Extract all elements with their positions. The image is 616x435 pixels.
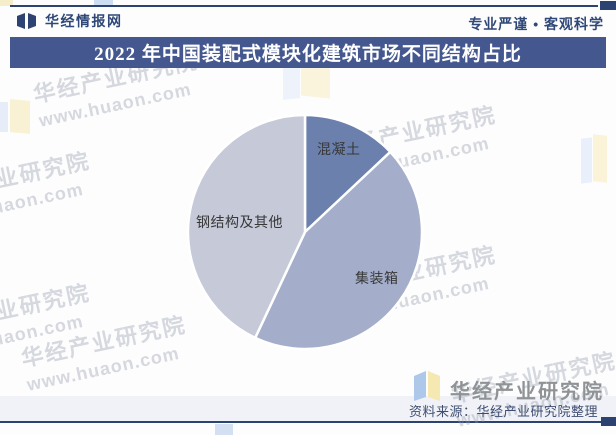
watermark-logo-page <box>593 134 607 183</box>
book-icon <box>17 13 36 29</box>
watermark-logo-page <box>283 66 300 100</box>
footer-band <box>0 396 616 421</box>
pie-slice-1 <box>253 150 424 351</box>
page-title: 2022 年中国装配式模块化建筑市场不同结构占比 <box>94 44 522 65</box>
pie-label-container: 集装箱 <box>355 270 399 286</box>
watermark-logo-page <box>215 424 233 435</box>
brand-lockup: 华经情报网 <box>16 11 123 31</box>
pie-label-steel-other: 钢结构及其他 <box>196 214 283 230</box>
watermark-logo-page <box>581 137 592 184</box>
pie-chart-wrap <box>182 109 428 355</box>
footer-logo-text: 华经产业研究院 <box>450 381 604 403</box>
brand-name: 华经情报网 <box>45 13 123 29</box>
footer-logo-lockup: 华经产业研究院 <box>412 370 604 404</box>
bottom-accent-line <box>0 421 616 423</box>
pie-slice-2 <box>186 113 307 340</box>
watermark-tile: 华经产业研究院 www.huaon.com <box>18 307 194 396</box>
watermark-line2: www.huaon.com <box>37 78 194 131</box>
pie-chart <box>186 113 424 351</box>
pie-label-concrete: 混凝土 <box>317 141 361 157</box>
top-accent-line <box>10 5 598 7</box>
watermark-line1: 华经产业研究院 <box>0 147 93 208</box>
top-accent-line-end <box>600 1 616 10</box>
title-bar: 2022 年中国装配式模块化建筑市场不同结构占比 <box>10 37 606 68</box>
book-icon <box>414 371 440 401</box>
watermark-line1: 华经产业研究院 <box>19 311 189 372</box>
watermark-logo-page <box>10 99 30 134</box>
header-slogan: 专业严谨 • 客观科学 <box>468 16 604 32</box>
watermark-line2: www.huaon.com <box>25 342 182 395</box>
watermark-line2: www.huaon.com <box>0 178 86 231</box>
watermark-tile: 华经产业研究院 www.huaon.com <box>0 275 98 364</box>
watermark-line2: www.huaon.com <box>0 310 86 363</box>
source-note: 资料来源：华经产业研究院整理 <box>408 404 598 419</box>
watermark-logo-page <box>0 102 8 132</box>
watermark-line1: 华经产业研究院 <box>0 279 93 340</box>
bottom-accent-line-end <box>601 417 616 426</box>
watermark-tile: 华经产业研究院 www.huaon.com <box>0 143 98 232</box>
watermark-logo-page <box>301 63 330 99</box>
pie-slice-0 <box>303 113 392 234</box>
